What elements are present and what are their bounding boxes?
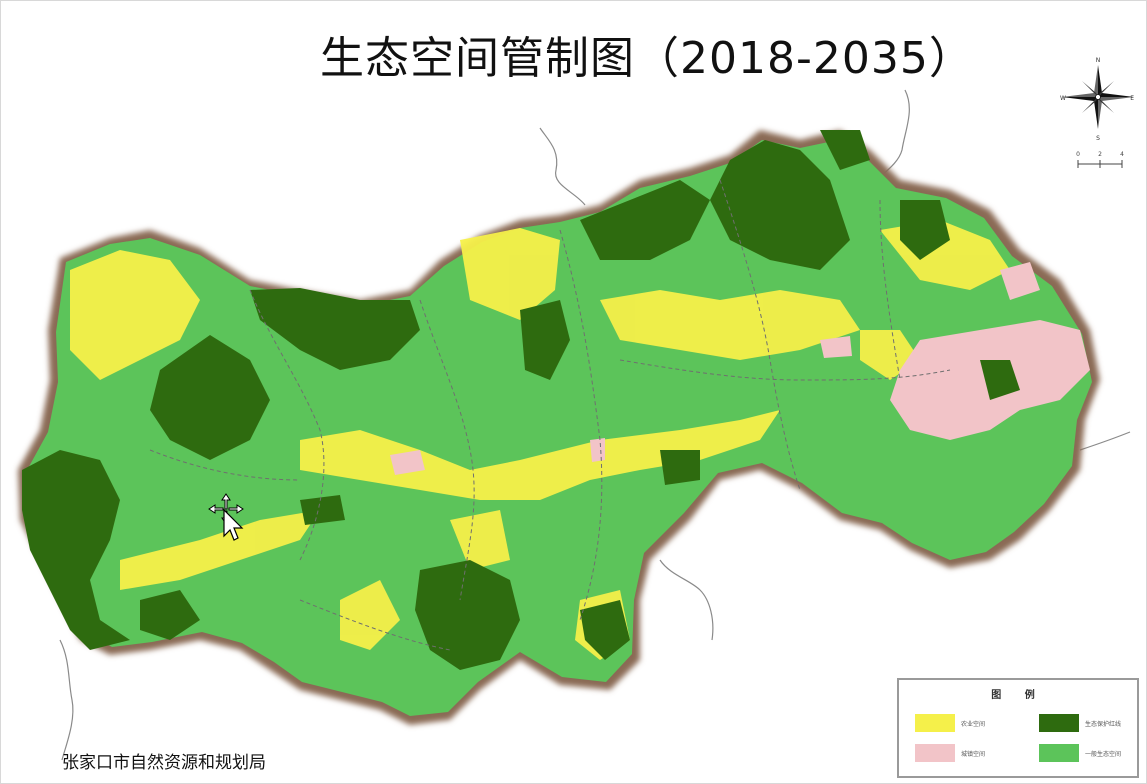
- compass-north-label: N: [1096, 57, 1101, 64]
- scale-label-1: 2: [1098, 151, 1102, 158]
- compass-east-label: E: [1130, 95, 1134, 102]
- legend-title: 图 例: [991, 690, 1045, 701]
- scale-bar: 0 2 4: [1076, 151, 1124, 168]
- north-arrow-icon: N W E S 0 2 4: [1060, 57, 1134, 168]
- map-title: 生态空间管制图（2018-2035）: [320, 33, 974, 84]
- legend-swatch-agri: [915, 714, 955, 732]
- move-cursor-icon: [208, 493, 244, 541]
- legend-item-urban: 城镇空间: [915, 744, 985, 762]
- legend-swatch-general-eco: [1039, 744, 1079, 762]
- scale-label-2: 4: [1120, 151, 1124, 158]
- legend-swatch-eco-protection: [1039, 714, 1079, 732]
- eco-protection-areas: [22, 130, 1020, 670]
- legend-item-eco-protection: 生态保护红线: [1039, 714, 1121, 732]
- legend-item-general-eco: 一般生态空间: [1039, 744, 1121, 762]
- publisher-label: 张家口市自然资源和规划局: [62, 753, 266, 773]
- legend-label-urban: 城镇空间: [961, 750, 986, 758]
- legend-label-eco-protection: 生态保护红线: [1085, 720, 1122, 728]
- map-legend: 图 例 农业空间 生态保护红线 城镇空间 一般生态空间: [897, 678, 1139, 778]
- general-eco-area: [26, 140, 1092, 716]
- compass-west-label: W: [1060, 95, 1066, 102]
- legend-label-agri: 农业空间: [961, 720, 986, 728]
- legend-label-general-eco: 一般生态空间: [1085, 750, 1122, 758]
- compass-south-label: S: [1096, 135, 1100, 142]
- legend-swatch-urban: [915, 744, 955, 762]
- county-boundaries: [149, 179, 951, 651]
- legend-item-agri: 农业空间: [915, 714, 985, 732]
- scale-label-0: 0: [1076, 151, 1080, 158]
